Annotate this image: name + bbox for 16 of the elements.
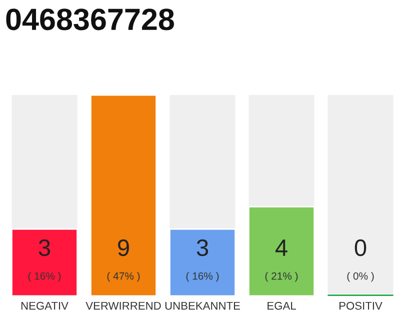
data-label: 3	[38, 239, 50, 256]
annotation: ( 16% )	[28, 272, 61, 282]
annotation: ( 0% )	[347, 272, 374, 282]
annotation: ( 16% )	[186, 272, 219, 282]
x-tick-label: EGAL	[268, 302, 296, 310]
data-label: 3	[196, 239, 208, 256]
x-tick-label: UNBEKANNTE	[165, 302, 240, 310]
data-label: 0	[354, 239, 366, 256]
annotation: ( 47% )	[107, 272, 140, 282]
x-tick-label: VERWIRREND	[86, 302, 161, 310]
chart-title: 0468367728	[6, 8, 174, 30]
x-tick-label: POSITIV	[339, 302, 382, 310]
data-label: 4	[275, 240, 288, 256]
data-label: 9	[118, 239, 129, 256]
annotation: ( 21% )	[265, 272, 298, 282]
x-tick-label: NEGATIV	[21, 302, 68, 310]
